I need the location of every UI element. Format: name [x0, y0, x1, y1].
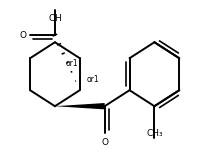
Text: O: O	[20, 31, 26, 40]
Text: or1: or1	[66, 59, 78, 68]
Text: or1: or1	[87, 75, 99, 84]
Text: O: O	[101, 138, 108, 147]
Text: CH₃: CH₃	[146, 129, 163, 138]
Polygon shape	[55, 103, 105, 109]
Text: OH: OH	[48, 14, 62, 23]
